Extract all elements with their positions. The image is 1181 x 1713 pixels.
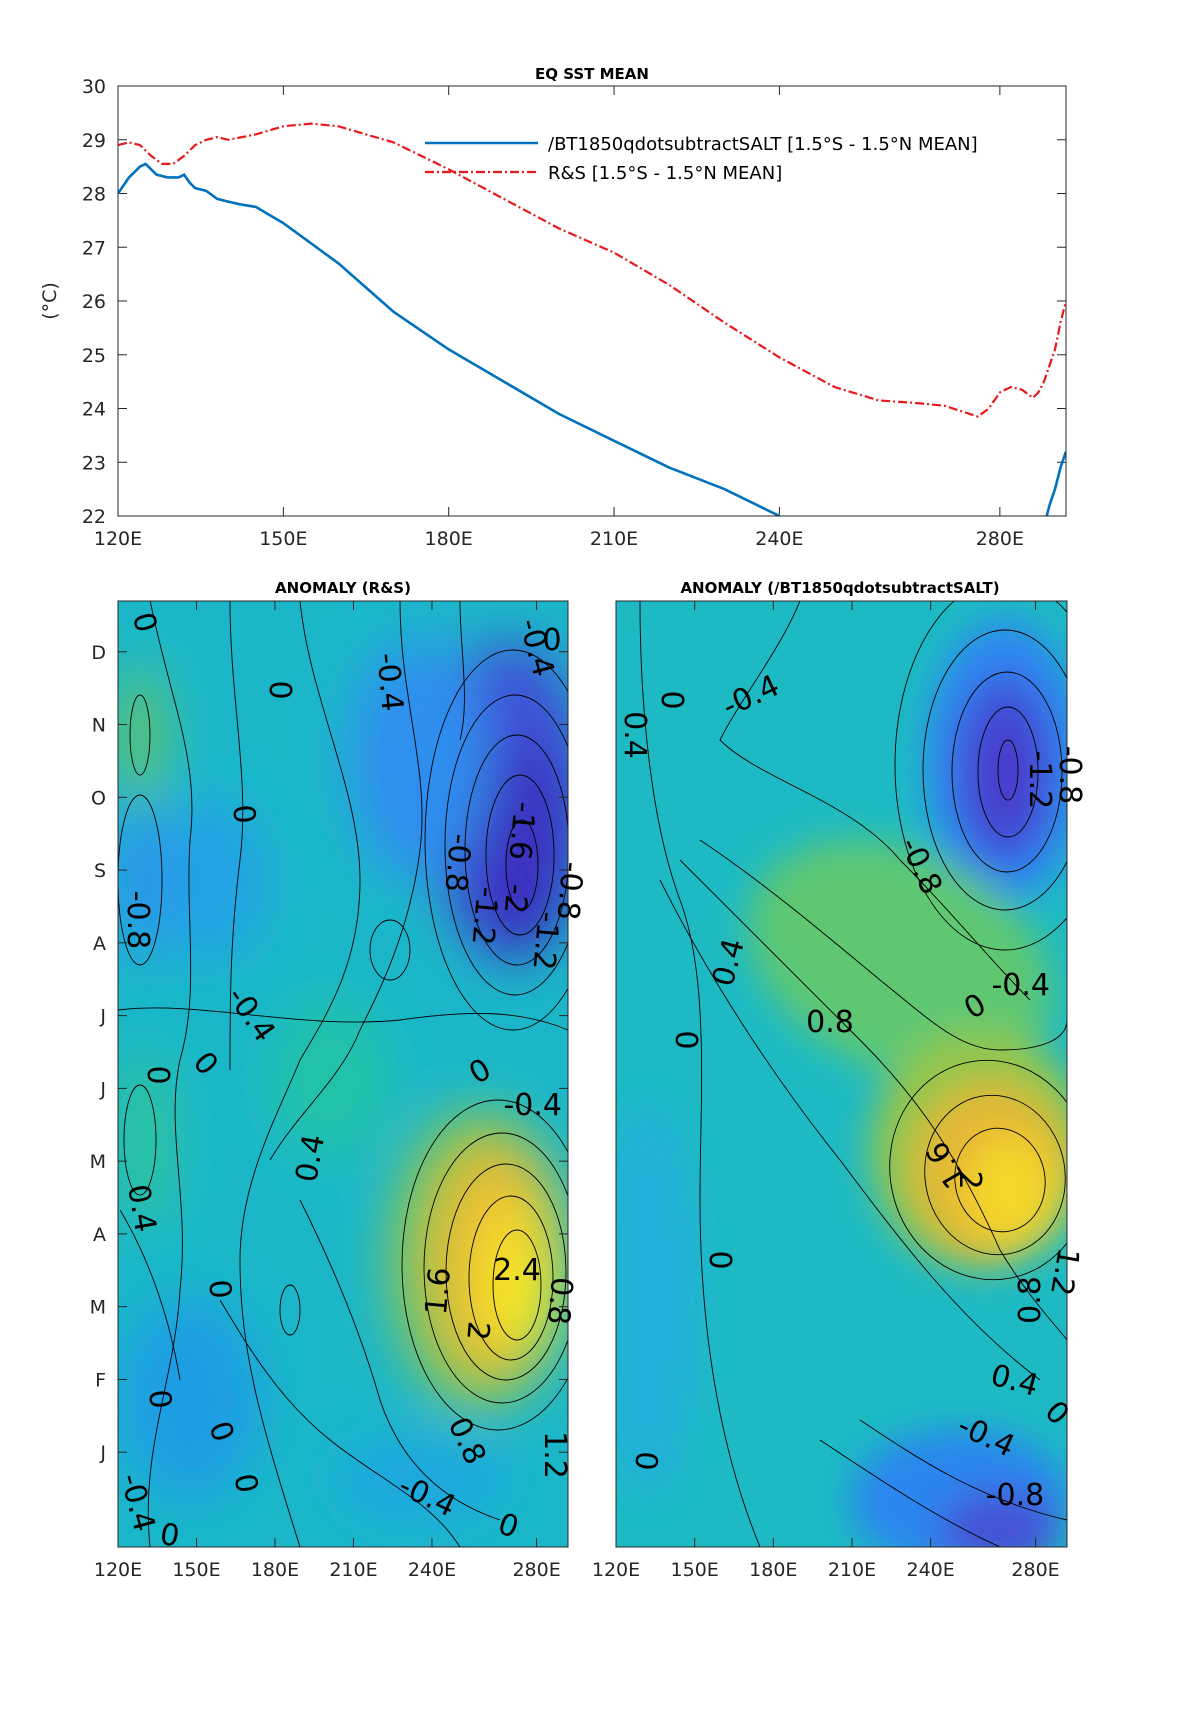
left-axis-ticks: 120E 150E 180E 210E 240E 280E J F M A M J J A S O N D — [90, 601, 568, 1581]
legend: /BT1850qdotsubtractSALT [1.5°S - 1.5°N M… — [425, 134, 978, 184]
left-axis-box — [117, 600, 569, 1548]
contour-label: 0.8 — [806, 1005, 854, 1040]
y-tick-label: O — [91, 787, 106, 809]
contour-label: 0.4 — [617, 711, 652, 759]
y-tick-label: N — [92, 715, 106, 737]
contour-lines-rs — [118, 601, 568, 1547]
contour-label: 0 — [671, 1030, 706, 1049]
contour-label: 0 — [262, 680, 297, 699]
contour-label: 1.2 — [537, 1431, 572, 1479]
contour-label: -0.8 — [437, 832, 477, 893]
x-tick-label: 180E — [749, 1559, 797, 1581]
contour-label: 0 — [140, 1065, 175, 1084]
contour-label: -1.6 — [501, 800, 541, 861]
top-y-axis-label: (°C) — [39, 282, 61, 320]
y-tick-label: M — [90, 1297, 106, 1319]
contour-label: -0.4 — [503, 1088, 562, 1123]
contour-label: -0.8 — [1052, 746, 1087, 805]
x-tick-label: 120E — [94, 1559, 142, 1581]
top-axis-ticks: 120E 150E 180E 210E 240E 280E 22 23 24 25 26 27 28 29… — [82, 76, 1066, 550]
contour-label: 0 — [654, 690, 689, 709]
anomaly-field-model — [616, 620, 1067, 1547]
x-tick-label: 210E — [590, 528, 638, 550]
top-chart-title: EQ SST MEAN — [535, 65, 649, 83]
y-tick-label: J — [99, 1006, 106, 1028]
y-tick-label: 25 — [82, 345, 106, 367]
contour-label: 0 — [141, 1388, 178, 1410]
top-axis-box — [117, 85, 1067, 517]
y-tick-label: J — [99, 1442, 106, 1464]
y-tick-label: 22 — [82, 506, 106, 528]
x-tick-label: 120E — [94, 528, 142, 550]
y-tick-label: 29 — [82, 130, 106, 152]
x-tick-label: 280E — [512, 1559, 560, 1581]
contour-label: -0.8 — [549, 860, 589, 921]
series-line-rs — [118, 122, 1066, 418]
contour-label: 1.6 — [419, 1266, 458, 1317]
y-tick-label: 27 — [82, 237, 106, 259]
x-tick-label: 240E — [907, 1559, 955, 1581]
y-tick-label: M — [90, 1151, 106, 1173]
contour-label: 2 — [952, 1170, 987, 1189]
contour-label: -0.4 — [369, 651, 409, 712]
contour-label: 2.4 — [493, 1253, 541, 1288]
x-tick-label: 240E — [755, 528, 803, 550]
contour-label: -2 — [497, 882, 534, 915]
contour-label: 1.2 — [1043, 1245, 1086, 1298]
contour-label: -0.4 — [991, 968, 1050, 1003]
contour-label: 0 — [201, 1278, 238, 1300]
contour-label: -1.2 — [525, 910, 565, 971]
x-tick-label: 120E — [592, 1559, 640, 1581]
y-tick-label: D — [91, 642, 106, 664]
anomaly-field-rs — [118, 640, 568, 1525]
y-tick-label: J — [99, 1078, 106, 1100]
contour-label: 2 — [459, 1320, 496, 1342]
x-tick-label: 150E — [259, 528, 307, 550]
right-axis-ticks: 120E 150E 180E 210E 240E 280E — [592, 601, 1060, 1581]
right-axis-box — [615, 600, 1068, 1548]
y-tick-label: A — [93, 1224, 106, 1246]
right-panel-title: ANOMALY (/BT1850qdotsubtractSALT) — [680, 579, 999, 597]
contour-label: -1.2 — [1022, 751, 1057, 810]
contour-lines-model — [639, 601, 1067, 1547]
x-tick-label: 180E — [251, 1559, 299, 1581]
contour-label: 0 — [702, 1250, 737, 1269]
contour-label: -0.8 — [120, 891, 155, 950]
y-tick-label: A — [93, 933, 106, 955]
contour-label: 0.8 — [540, 1276, 579, 1327]
anomaly-panel-rs: ANOMALY (R&S) — [90, 579, 590, 1581]
y-tick-label: 24 — [82, 399, 106, 421]
y-tick-label: 23 — [82, 452, 106, 474]
contour-label: -1.2 — [464, 885, 504, 946]
x-tick-label: 150E — [671, 1559, 719, 1581]
contour-label: 0 — [225, 803, 262, 825]
top-plot-area — [118, 86, 1066, 516]
contour-label: 0 — [542, 623, 561, 658]
legend-label-model: /BT1850qdotsubtractSALT [1.5°S - 1.5°N M… — [548, 134, 978, 155]
x-tick-label: 210E — [329, 1559, 377, 1581]
contour-label: 0 — [627, 1450, 664, 1472]
left-panel-title: ANOMALY (R&S) — [275, 579, 411, 597]
y-tick-label: 30 — [82, 76, 106, 98]
x-tick-label: 280E — [1011, 1559, 1059, 1581]
y-tick-label: F — [95, 1369, 106, 1391]
contour-label: 0.4 — [120, 1182, 163, 1235]
x-tick-label: 150E — [172, 1559, 220, 1581]
y-tick-label: 26 — [82, 291, 106, 313]
x-tick-label: 280E — [976, 528, 1024, 550]
x-tick-label: 180E — [425, 528, 473, 550]
anomaly-panel-model: ANOMALY (/BT1850qdotsubtractSALT) — [592, 579, 1087, 1581]
contour-label: 0.8 — [1013, 1276, 1048, 1324]
series-line-model — [118, 162, 1066, 516]
y-tick-label: S — [94, 860, 106, 882]
x-tick-label: 210E — [828, 1559, 876, 1581]
y-tick-label: 28 — [82, 184, 106, 206]
contour-label: 0.4 — [289, 1132, 332, 1185]
contour-label: -0.8 — [986, 1478, 1045, 1513]
legend-label-rs: R&S [1.5°S - 1.5°N MEAN] — [548, 163, 782, 184]
x-tick-label: 240E — [408, 1559, 456, 1581]
top-line-chart: EQ SST MEAN (°C) 120E 150E 180E 210E 240E 280… — [39, 65, 1067, 550]
